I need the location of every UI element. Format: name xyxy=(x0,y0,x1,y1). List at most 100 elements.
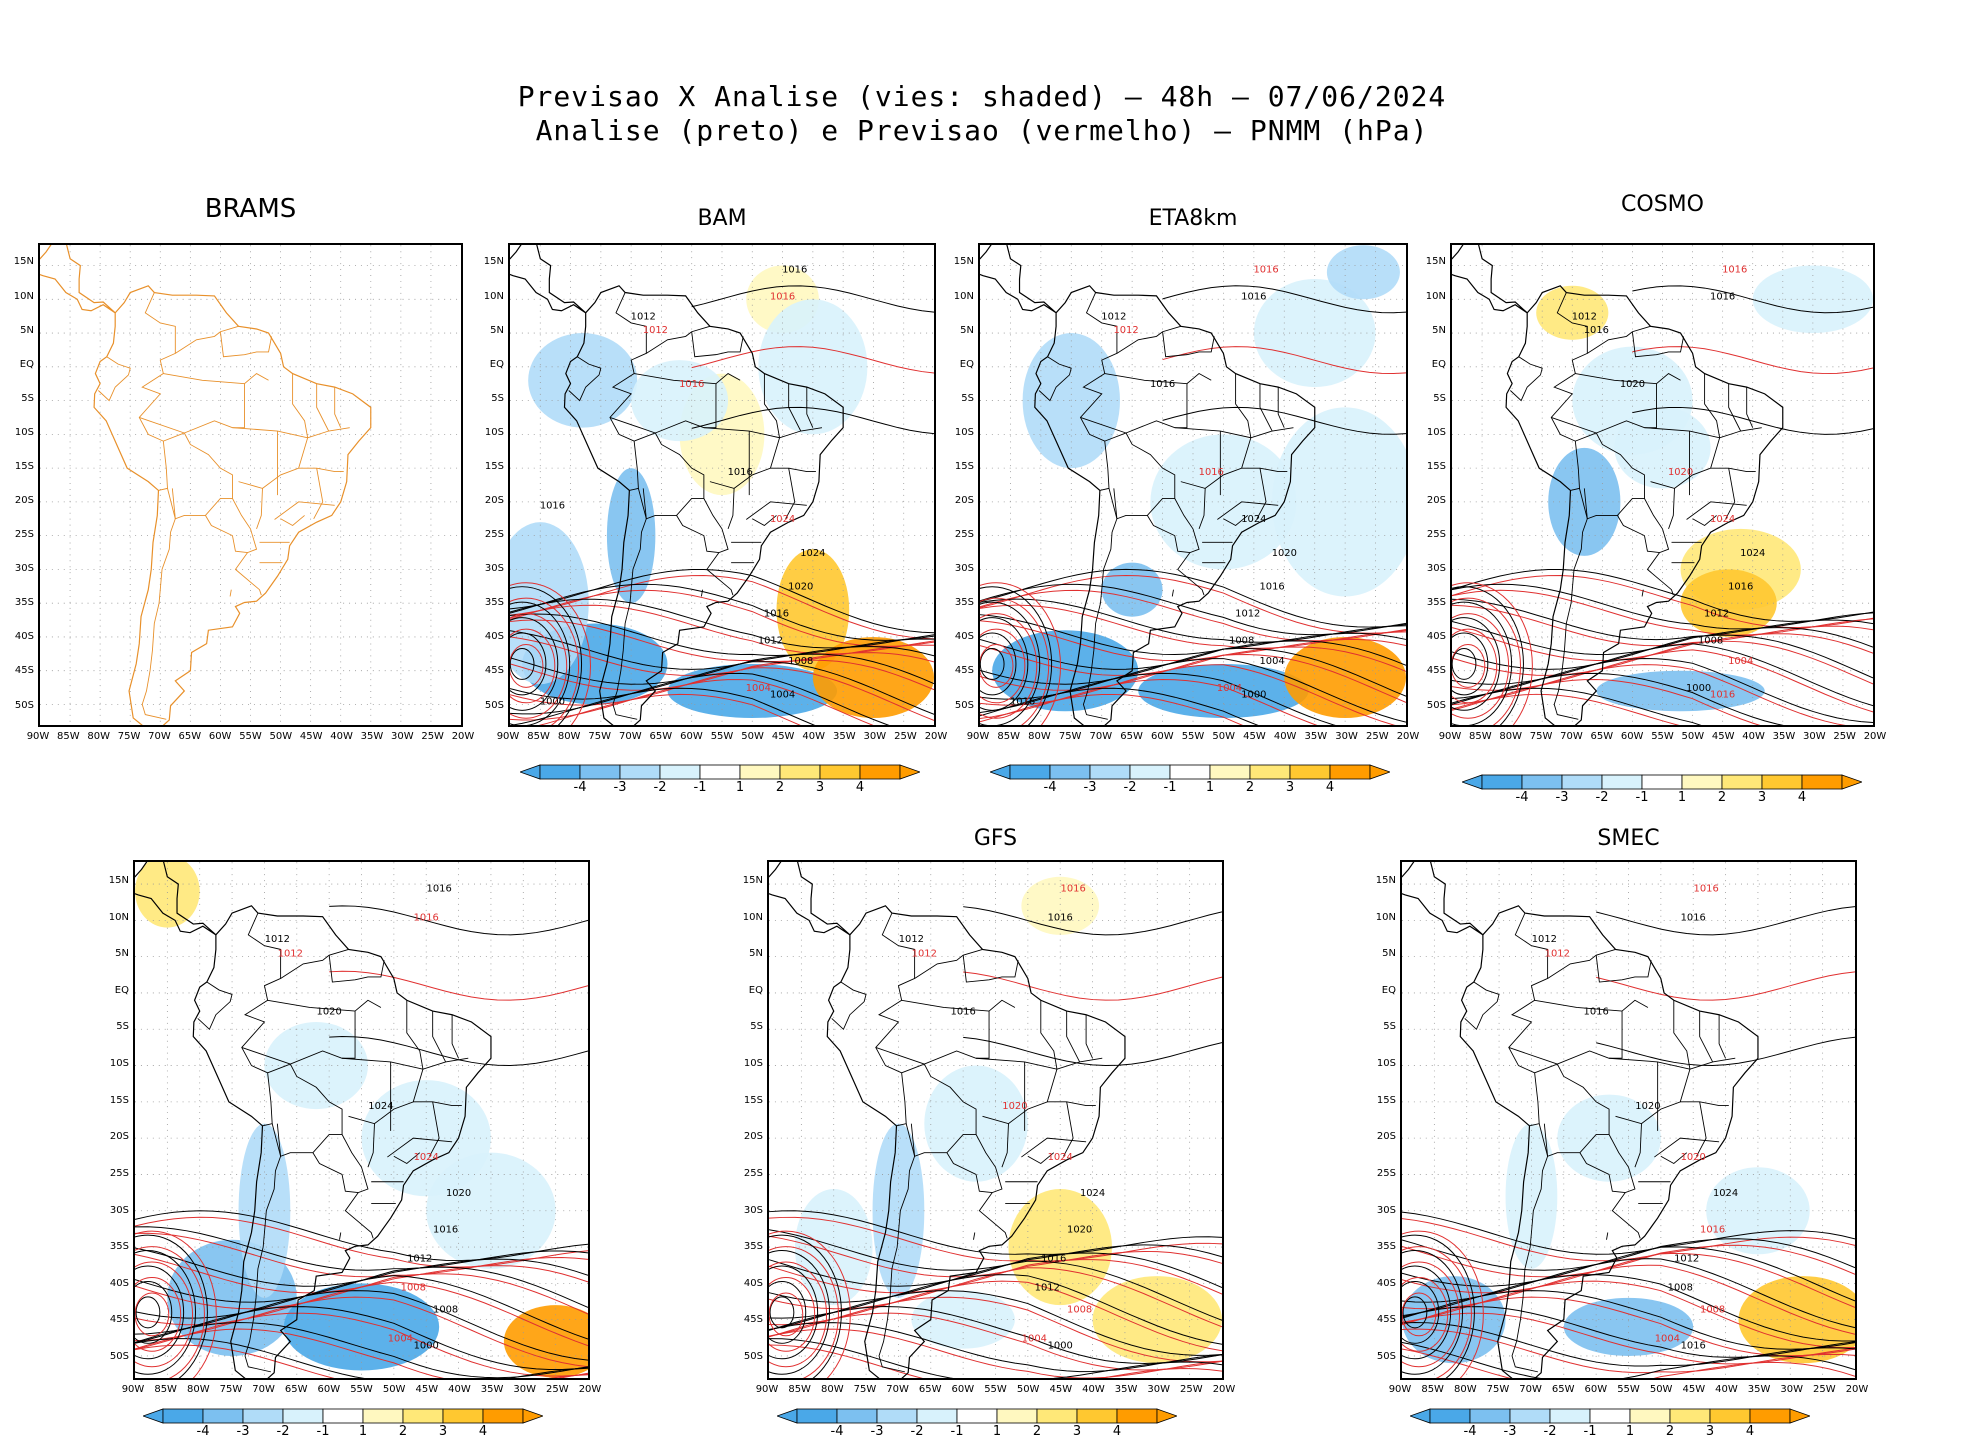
isobar-line xyxy=(1402,1238,1855,1271)
lon-tick-label: 40W xyxy=(330,731,353,742)
map-frame: 1016 1016 1012 1012 1016 1016 1024 1020 1016 1012… xyxy=(978,243,1408,727)
lon-tick-label: 30W xyxy=(513,1384,537,1395)
lon-tick-label: 70W xyxy=(1089,731,1113,742)
lon-tick-label: 60W xyxy=(208,731,232,742)
lon-tick-label: 45W xyxy=(771,731,795,742)
map-frame: 1016 1016 1012 1012 1020 1024 1024 1020 1016 1012… xyxy=(133,860,590,1380)
low-pressure-isobar xyxy=(980,628,1026,704)
isobar-line xyxy=(1452,640,1873,685)
colorbar-label: 1 xyxy=(1625,1424,1635,1439)
contour-label: 1008 xyxy=(1229,636,1254,647)
lat-tick-label: 15N xyxy=(483,256,504,268)
isobar-line xyxy=(769,1296,1222,1363)
lat-tick-label: 5N xyxy=(20,324,34,336)
map-canvas: 1016 1016 1012 1016 1020 1020 1024 1024 1016 1012… xyxy=(1452,245,1873,725)
low-pressure-isobar xyxy=(769,1280,807,1344)
isobar-line xyxy=(980,568,1406,628)
colorbar-label: -4 xyxy=(830,1424,844,1439)
bias-shading xyxy=(1596,670,1765,712)
colorbar-label: 3 xyxy=(1705,1424,1715,1439)
colorbar-segment xyxy=(1329,764,1371,780)
low-pressure-isobar xyxy=(510,582,591,725)
low-pressure-isobar xyxy=(135,1265,185,1360)
isobar-line xyxy=(1402,1322,1855,1367)
low-pressure-isobar xyxy=(1452,644,1486,688)
lat-tick-label: 45S xyxy=(1426,665,1446,677)
bias-shading xyxy=(606,468,656,604)
isobar-line xyxy=(980,645,1406,676)
lat-tick-label: 45S xyxy=(484,665,504,677)
isobar-line xyxy=(1452,649,1873,713)
colorbar-arrow-high xyxy=(1156,1408,1177,1424)
lon-tick-label: 60W xyxy=(1620,731,1644,742)
lon-tick-label: 25W xyxy=(1365,731,1389,742)
contour-label: 1016 xyxy=(1584,1007,1609,1018)
colorbar-segment xyxy=(202,1408,244,1424)
colorbar-segment xyxy=(442,1408,484,1424)
contour-label: 1016 xyxy=(1694,883,1719,894)
colorbar-segment xyxy=(242,1408,284,1424)
contour-label: 1024 xyxy=(800,548,825,559)
colorbar-segment xyxy=(699,764,741,780)
isobar-line xyxy=(980,678,1318,725)
contour-label: 1024 xyxy=(1080,1188,1105,1199)
lat-tick-label: 45S xyxy=(954,665,974,677)
contour-label: 1008 xyxy=(1698,636,1723,647)
lat-tick-label: 35S xyxy=(1426,597,1446,609)
contour-label: 1016 xyxy=(1584,325,1609,336)
bias-shading xyxy=(1738,1276,1855,1364)
lon-tick-label: 80W xyxy=(820,1384,844,1395)
lon-tick-label: 85W xyxy=(527,731,550,742)
contour-label: 1016 xyxy=(1199,467,1224,478)
lon-tick-label: 40W xyxy=(1715,1384,1738,1395)
low-pressure-isobar xyxy=(1452,613,1510,719)
colorbar-segment xyxy=(1076,1408,1118,1424)
colorbar-label: 3 xyxy=(438,1424,448,1439)
isobar-line xyxy=(1452,679,1761,725)
colorbar-label: 2 xyxy=(1245,780,1255,795)
lon-tick-label: 50W xyxy=(1681,731,1705,742)
lat-tick-label: 20S xyxy=(743,1131,763,1143)
contour-label: 1024 xyxy=(770,514,795,525)
lon-tick-label: 65W xyxy=(649,731,673,742)
contour-label: 1004 xyxy=(1217,683,1242,694)
low-pressure-isobar xyxy=(510,617,559,711)
contour-label: 1024 xyxy=(1048,1152,1073,1163)
low-pressure-isobar xyxy=(1452,601,1513,725)
contour-label: 1016 xyxy=(1728,582,1753,593)
colorbar-label: -4 xyxy=(196,1424,210,1439)
colorbar-segment xyxy=(1681,774,1723,790)
colorbar-segment xyxy=(779,764,821,780)
lon-tick-label: 50W xyxy=(382,1384,406,1395)
main-title-line2: Analise (preto) e Previsao (vermelho) — … xyxy=(535,114,1429,147)
lat-tick-label: 10N xyxy=(1425,290,1446,302)
low-pressure-isobar xyxy=(510,632,547,696)
isobar-line xyxy=(691,406,934,435)
lat-tick-label: 10S xyxy=(484,426,504,438)
lat-tick-label: 5S xyxy=(1433,392,1446,404)
colorbar-segment xyxy=(1129,764,1171,780)
low-pressure-isobar xyxy=(135,1246,205,1378)
lat-tick-label: 15S xyxy=(743,1094,763,1106)
lon-tick-label: 25W xyxy=(1813,1384,1836,1395)
contour-label: 1016 xyxy=(1700,1225,1725,1236)
lat-tick-label: 35S xyxy=(14,597,34,609)
lon-tick-label: 80W xyxy=(1453,1384,1477,1395)
contour-label: 1024 xyxy=(368,1101,393,1112)
lat-tick-label: EQ xyxy=(114,984,129,996)
contour-label: 1016 xyxy=(1710,291,1735,302)
lat-tick-label: 40S xyxy=(1376,1277,1396,1289)
panel-title: ETA8km xyxy=(1148,206,1238,231)
lon-tick-label: 75W xyxy=(1529,731,1553,742)
contour-label: 1016 xyxy=(951,1007,976,1018)
colorbar-segment xyxy=(836,1408,878,1424)
lat-tick-label: 10N xyxy=(13,290,34,302)
lon-tick-label: 60W xyxy=(317,1384,341,1395)
lon-tick-label: 35W xyxy=(480,1384,504,1395)
lon-tick-label: 40W xyxy=(1082,1384,1105,1395)
lat-tick-label: 20S xyxy=(14,495,34,507)
lat-tick-label: 40S xyxy=(109,1277,129,1289)
contour-label: 1020 xyxy=(1620,379,1645,390)
lat-tick-label: 5N xyxy=(490,324,504,336)
isobar-line xyxy=(769,1260,1222,1321)
